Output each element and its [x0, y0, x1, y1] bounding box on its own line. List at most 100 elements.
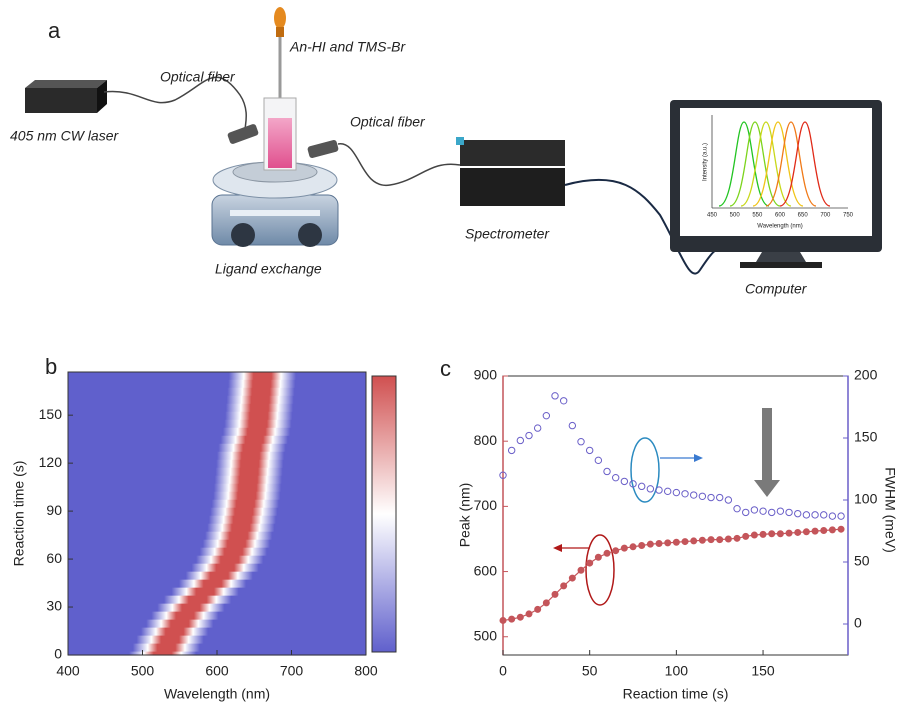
- y-tick-label: 800: [474, 432, 498, 448]
- colorbar: [372, 376, 396, 652]
- point: [569, 422, 575, 428]
- heatmap-row: [68, 491, 366, 500]
- point: [795, 510, 801, 516]
- point: [595, 457, 601, 463]
- panel-label: b: [45, 354, 57, 379]
- y2-tick-label: 50: [854, 553, 870, 569]
- point: [691, 492, 697, 498]
- x-tick-label: 800: [354, 663, 378, 679]
- spectrometer-port: [456, 137, 464, 145]
- y-tick-label: 60: [46, 550, 62, 566]
- frame: [503, 376, 848, 655]
- dropper: [274, 7, 286, 29]
- point: [821, 512, 827, 518]
- heatmap-row: [68, 587, 366, 596]
- point: [647, 486, 653, 492]
- x-axis-label: Wavelength (nm): [164, 686, 270, 702]
- spectrometer: [460, 168, 565, 206]
- heatmap-row: [68, 515, 366, 524]
- screen-tick-label: 500: [730, 213, 741, 219]
- panel-label: c: [440, 356, 451, 381]
- heatmap-row: [68, 451, 366, 460]
- heatmap-row: [68, 539, 366, 548]
- point: [725, 497, 731, 503]
- heatmap-row: [68, 459, 366, 468]
- laser: [25, 80, 107, 88]
- point: [665, 540, 671, 546]
- page: {"diagram": {"label": "a", "laser": "405…: [0, 0, 900, 709]
- y-tick-label: 90: [46, 502, 62, 518]
- point: [543, 600, 549, 606]
- fiber-head: [227, 123, 259, 145]
- optical-fiber: [104, 77, 246, 130]
- heatmap-row: [68, 563, 366, 572]
- stirrer: [230, 210, 320, 216]
- screen-xlabel: Wavelength (nm): [757, 224, 802, 230]
- point: [838, 526, 844, 532]
- point: [500, 617, 506, 623]
- point: [560, 398, 566, 404]
- figure: a 405 nm CW laser Optical fiber An-HI an…: [0, 0, 900, 709]
- y2-tick-label: 150: [854, 429, 878, 445]
- point: [595, 554, 601, 560]
- point: [803, 512, 809, 518]
- point: [760, 531, 766, 537]
- point: [760, 508, 766, 514]
- heatmap-row: [68, 507, 366, 516]
- knob: [298, 223, 322, 247]
- heatmap-row: [68, 571, 366, 580]
- x-tick-label: 700: [280, 663, 304, 679]
- point: [682, 491, 688, 497]
- fiber-label: Optical fiber: [160, 69, 236, 85]
- point: [734, 505, 740, 511]
- point: [786, 530, 792, 536]
- laser-label: 405 nm CW laser: [10, 128, 119, 144]
- heatmap-row: [68, 595, 366, 604]
- screen-tick-label: 550: [752, 213, 763, 219]
- point: [717, 537, 723, 543]
- point: [777, 508, 783, 514]
- screen-tick-label: 600: [775, 213, 786, 219]
- dropper: [276, 27, 284, 37]
- optical-fiber: [338, 144, 460, 186]
- point: [821, 527, 827, 533]
- point: [795, 529, 801, 535]
- y2-axis-label: FWHM (meV): [882, 467, 898, 553]
- ellipse-marker: [586, 535, 614, 605]
- heatmap-row: [68, 427, 366, 436]
- heatmap-row: [68, 635, 366, 644]
- heatmap-row: [68, 372, 366, 380]
- heatmap-row: [68, 411, 366, 420]
- point: [604, 468, 610, 474]
- laser: [25, 88, 97, 113]
- point: [552, 591, 558, 597]
- point: [708, 494, 714, 500]
- point: [699, 537, 705, 543]
- fiber-head: [307, 139, 339, 158]
- x-tick-label: 600: [205, 663, 229, 679]
- point: [769, 509, 775, 515]
- y2-tick-label: 200: [854, 367, 878, 383]
- x-tick-label: 0: [499, 663, 507, 679]
- heatmap-row: [68, 627, 366, 636]
- point: [569, 575, 575, 581]
- point: [786, 509, 792, 515]
- point: [673, 539, 679, 545]
- y-tick-label: 150: [39, 406, 63, 422]
- point: [613, 548, 619, 554]
- screen-tick-label: 650: [798, 213, 809, 219]
- point: [612, 474, 618, 480]
- point: [803, 529, 809, 535]
- point: [517, 614, 523, 620]
- screen-tick-label: 700: [820, 213, 831, 219]
- heatmap-row: [68, 603, 366, 612]
- ellipse-marker: [631, 438, 659, 502]
- point: [578, 439, 584, 445]
- x-tick-label: 400: [56, 663, 80, 679]
- point: [509, 616, 515, 622]
- spectrometer: [460, 140, 565, 166]
- x-tick-label: 500: [131, 663, 155, 679]
- y-tick-label: 900: [474, 367, 498, 383]
- heatmap-row: [68, 547, 366, 556]
- heatmap-row: [68, 483, 366, 492]
